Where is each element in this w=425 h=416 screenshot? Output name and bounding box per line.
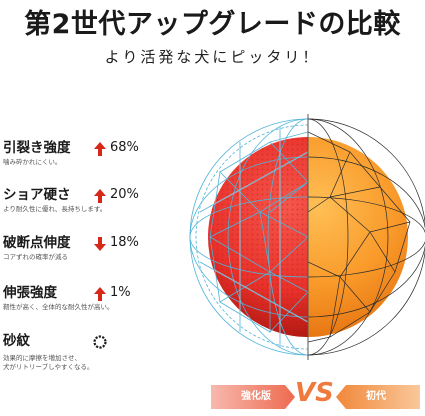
feature-tensile-strength: 伸張強度 靭性が高く、全体的な耐久性が高い。 1%: [3, 285, 153, 312]
feature-name: 引裂き強度: [3, 140, 71, 156]
feature-shore-hardness: ショア硬さ より耐久性に優れ、長持ちします。 20%: [3, 187, 153, 214]
feature-desc-line: 効果的に摩擦を増加させ、: [3, 354, 81, 362]
feature-desc: コアずれの確率が減る: [3, 253, 68, 261]
feature-elongation-at-break: 破断点伸度 コアずれの確率が減る 18%: [3, 235, 153, 262]
arrow-up-icon: [94, 189, 106, 203]
arrow-down-icon: [94, 237, 106, 251]
feature-desc-line: 犬がリトリーブしやすくなる。: [3, 363, 94, 371]
arrow-up-icon: [94, 287, 106, 301]
red-ball: [208, 137, 308, 337]
badge-upgraded-label: 強化版: [241, 391, 271, 402]
feature-desc: 噛み砕かれにくい。: [3, 158, 62, 166]
feature-value: 18%: [110, 235, 139, 250]
feature-name: 伸張強度: [3, 285, 57, 301]
orange-ball: [308, 137, 408, 337]
feature-value: 1%: [110, 285, 131, 300]
feature-name: 破断点伸度: [3, 235, 71, 251]
feature-texture: 砂紋 効果的に摩擦を増加させ、 犬がリトリーブしやすくなる。: [3, 333, 153, 372]
feature-value: 20%: [110, 187, 139, 202]
page-subtitle: より活発な犬にピッタリ！: [104, 48, 321, 66]
texture-ring-icon: [93, 335, 107, 349]
badge-original-label: 初代: [366, 391, 386, 402]
badge-upgraded-shape: [211, 385, 295, 409]
ball-comparison-illustration: [189, 114, 425, 360]
feature-desc: より耐久性に優れ、長持ちします。: [3, 205, 107, 213]
feature-tear-strength: 引裂き強度 噛み砕かれにくい。 68%: [3, 140, 153, 167]
badge-original-shape: [336, 385, 420, 409]
vs-label: VS: [295, 378, 334, 408]
blue-cage: [189, 118, 308, 356]
arrow-up-icon: [94, 142, 106, 156]
feature-name: ショア硬さ: [3, 187, 71, 203]
feature-name: 砂紋: [3, 333, 30, 349]
page-title: 第2世代アップグレードの比較: [24, 9, 401, 40]
feature-desc: 靭性が高く、全体的な耐久性が高い。: [3, 303, 114, 311]
feature-value: 68%: [110, 140, 139, 155]
black-cage: [308, 118, 425, 356]
